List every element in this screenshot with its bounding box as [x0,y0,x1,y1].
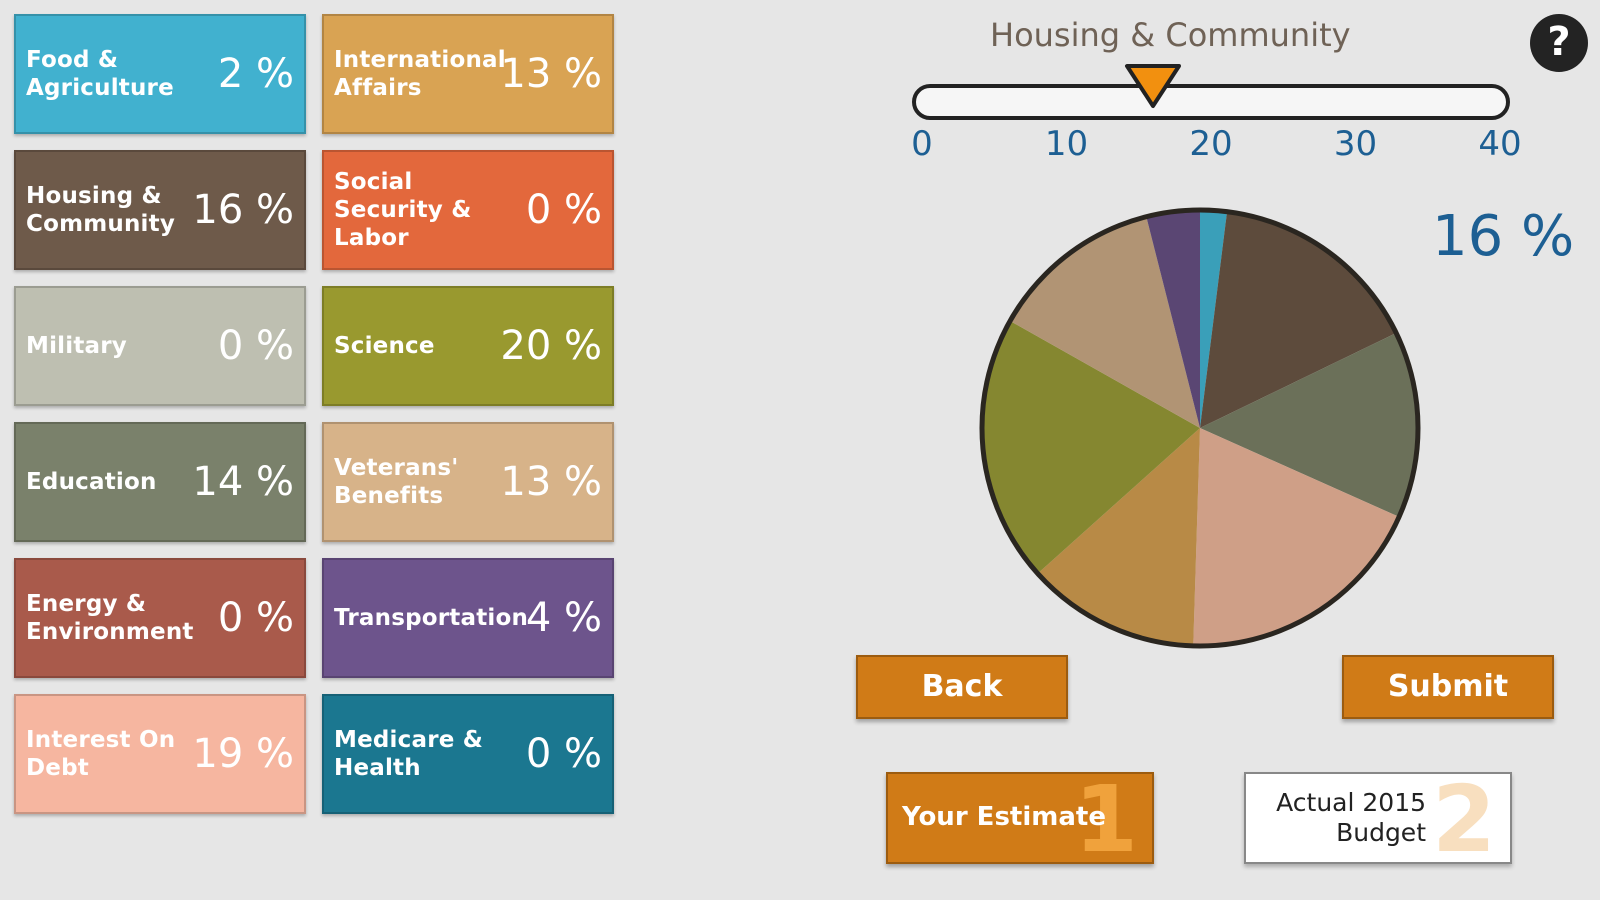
category-tile[interactable]: Veterans' Benefits 13 % [322,422,614,542]
category-percent: 0 % [525,731,602,777]
category-label: Interest On Debt [26,727,176,781]
pie-slice [1200,209,1399,428]
category-tile[interactable]: Transportation 4 % [322,558,614,678]
category-tile[interactable]: Energy & Environment 0 % [14,558,306,678]
category-label: Social Security & Labor [334,169,472,251]
category-label: Veterans' Benefits [334,455,459,509]
pie-slice [1036,428,1200,648]
category-label: Food & Agriculture [26,47,174,101]
category-tile[interactable]: Military 0 % [14,286,306,406]
your-estimate-button[interactable]: 1 Your Estimate [886,772,1154,864]
category-percent: 0 % [217,595,294,641]
selected-percent: 16 % [1432,204,1575,269]
back-button[interactable]: Back [856,655,1068,719]
category-label: Military [26,333,127,359]
category-tile[interactable]: Education 14 % [14,422,306,542]
pie-slice [1200,332,1420,518]
category-tile[interactable]: Housing & Community 16 % [14,150,306,270]
slider-tick-label: 30 [1333,124,1378,164]
category-percent: 4 % [525,595,602,641]
budget-pie-chart [979,207,1421,649]
submit-button[interactable]: Submit [1342,655,1554,719]
slider-title: Housing & Community [990,16,1351,54]
pie-slice [1008,214,1200,428]
category-percent: 19 % [192,731,294,777]
percent-slider-track[interactable] [912,84,1510,120]
slider-tick-label: 40 [1478,124,1522,164]
estimate-number: 1 [1073,772,1138,864]
category-label: International Affairs [334,47,506,101]
pie-slice [1200,208,1228,428]
pie-slice [980,319,1200,575]
actual-number: 2 [1431,772,1496,864]
category-percent: 0 % [525,187,602,233]
category-label: Transportation [334,605,529,631]
category-percent: 2 % [217,51,294,97]
actual-budget-button[interactable]: 2 Actual 2015 Budget [1244,772,1512,864]
slider-tick-label: 0 [911,124,933,164]
category-percent: 13 % [500,51,602,97]
category-label: Education [26,469,157,495]
slider-tick-label: 20 [1189,124,1233,164]
category-tile[interactable]: Interest On Debt 19 % [14,694,306,814]
category-label: Science [334,333,435,359]
category-tile[interactable]: Science 20 % [322,286,614,406]
slider-thumb-icon[interactable] [1123,62,1183,112]
actual-label: Actual 2015 Budget [1276,788,1426,847]
slider-tick-label: 10 [1044,124,1089,164]
category-percent: 20 % [500,323,602,369]
category-label: Housing & Community [26,183,176,237]
category-label: Energy & Environment [26,591,194,645]
category-tile[interactable]: Social Security & Labor 0 % [322,150,614,270]
category-percent: 0 % [217,323,294,369]
category-tile[interactable]: International Affairs 13 % [322,14,614,134]
help-button[interactable]: ? [1530,14,1588,72]
category-label: Medicare & Health [334,727,483,781]
category-tile[interactable]: Food & Agriculture 2 % [14,14,306,134]
estimate-label: Your Estimate [902,802,1106,832]
pie-outline [979,207,1421,649]
pie-slice [1145,208,1200,428]
category-tile[interactable]: Medicare & Health 0 % [322,694,614,814]
category-percent: 14 % [192,459,294,505]
pie-slice [1193,428,1401,648]
category-percent: 16 % [192,187,294,233]
category-percent: 13 % [500,459,602,505]
